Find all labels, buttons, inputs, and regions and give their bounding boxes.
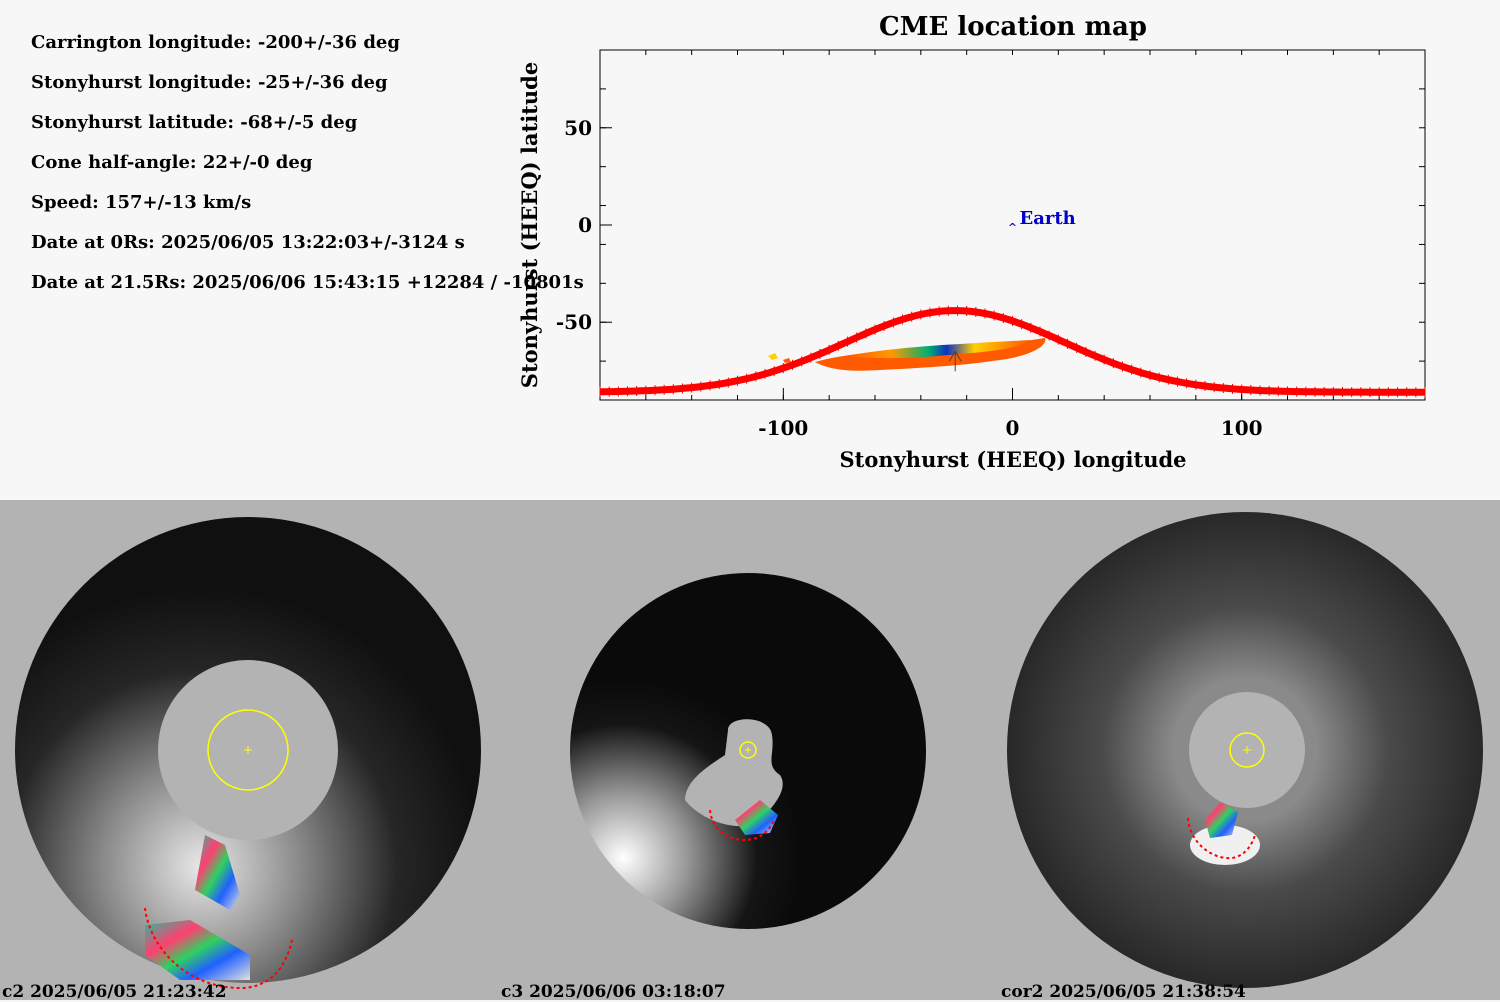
c2-cme-lower [145,920,250,980]
cor2-sun-center [1243,746,1251,754]
y-tick-label: -50 [556,310,592,334]
earth-marker: ^ [1008,221,1017,234]
cor2-panel-label: cor2 2025/06/05 21:38:54 [1001,982,1246,1002]
earth-label: Earth [1020,208,1076,229]
c2-sun-center [244,746,252,754]
param-speed: Speed: 157+/-13 km/s [31,192,252,213]
coronagraph-images [15,512,1483,990]
cme-blob-left-speck [768,353,778,360]
y-tick-label: 0 [578,213,592,237]
y-tick-label: 50 [564,116,592,140]
map-axes: -100 0 100 50 0 -50 [556,49,1426,440]
c3-occulter [685,719,783,827]
y-axis-label: Stonyhurst (HEEQ) latitude [517,62,542,388]
c2-panel-label: c2 2025/06/05 21:23:42 [2,982,227,1002]
c3-panel [570,573,926,929]
c3-panel-label: c3 2025/06/06 03:18:07 [501,982,726,1002]
cone-outline-ticks [599,305,1426,398]
param-stonyhurst-longitude: Stonyhurst longitude: -25+/-36 deg [31,72,388,93]
cor2-cme [1205,802,1238,838]
summary-region: Carrington longitude: -200+/-36 deg Ston… [0,0,1500,500]
cor2-cme-track [1187,817,1256,860]
x-tick-label: 0 [1006,416,1020,440]
c3-cme-track [709,809,775,842]
coronagraph-panels: c2 2025/06/05 21:23:42 c3 2025/06/06 03:… [0,500,1500,1002]
c3-sun-center [745,747,751,753]
map-title: CME location map [879,12,1147,42]
cme-center-marker [948,350,962,372]
c3-cme [735,800,778,835]
param-date-21rs: Date at 21.5Rs: 2025/06/06 15:43:15 +122… [31,272,584,293]
c2-sun-outline [207,709,289,791]
cme-blob [768,338,1046,371]
cme-blob-upper [845,340,1030,359]
x-tick-label: -100 [758,416,808,440]
x-tick-label: 100 [1221,416,1263,440]
cor2-cme-glow [1190,825,1260,865]
c3-sun-outline [739,741,757,759]
param-cone-half-angle: Cone half-angle: 22+/-0 deg [31,152,313,173]
cme-blob-speck [783,358,791,363]
x-axis-label: Stonyhurst (HEEQ) longitude [839,447,1186,472]
param-carrington-longitude: Carrington longitude: -200+/-36 deg [31,32,400,53]
cor2-panel [1007,512,1483,988]
param-date-0rs: Date at 0Rs: 2025/06/05 13:22:03+/-3124 … [31,232,465,253]
c2-panel [15,517,481,990]
cor2-sun-outline [1229,732,1265,768]
c2-cme-upper [195,835,240,910]
param-stonyhurst-latitude: Stonyhurst latitude: -68+/-5 deg [31,112,358,133]
c2-cme-track [144,907,293,990]
